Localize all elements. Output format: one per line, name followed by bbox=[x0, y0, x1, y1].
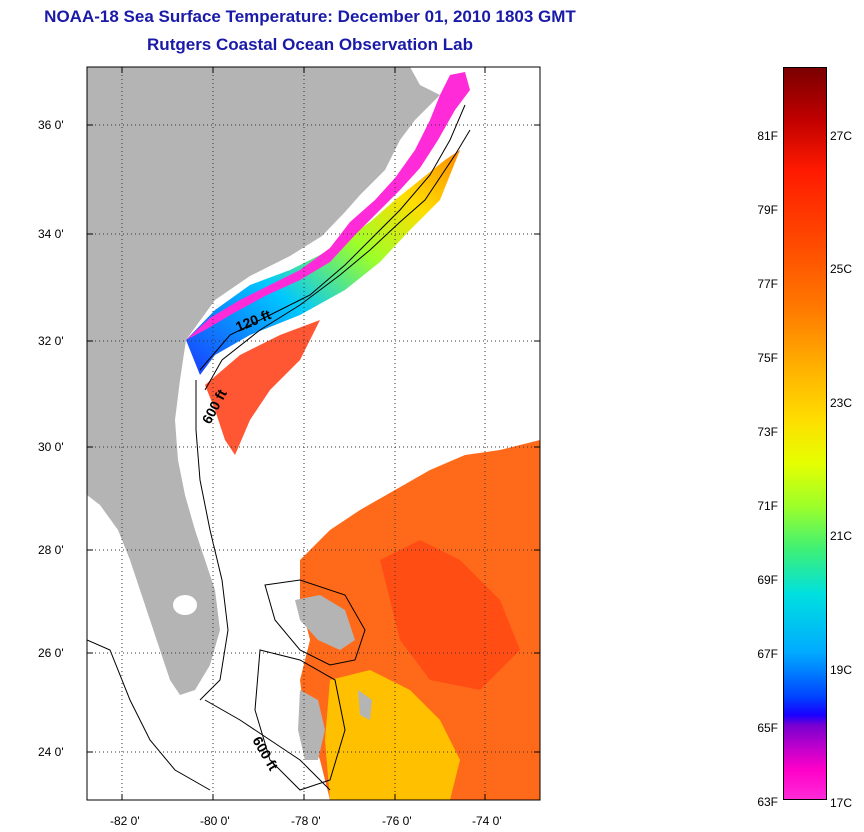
lon-label-76: -76 0' bbox=[382, 814, 412, 828]
contour-gulf bbox=[87, 639, 211, 791]
lon-label-82: -82 0' bbox=[110, 814, 140, 828]
colorbar-c-21: 21C bbox=[830, 529, 853, 543]
colorbar-f-79: 79F bbox=[757, 203, 778, 217]
colorbar-c-23: 23C bbox=[830, 396, 853, 410]
colorbar-f-63: 63F bbox=[757, 795, 778, 809]
lat-label-34: 34 0' bbox=[38, 227, 64, 241]
colorbar-c-25: 25C bbox=[830, 262, 853, 276]
lat-label-24: 24 0' bbox=[38, 745, 64, 759]
colorbar-f-75: 75F bbox=[757, 351, 778, 365]
lon-label-74: -74 0' bbox=[472, 814, 502, 828]
colorbar-f-73: 73F bbox=[757, 425, 778, 439]
lat-label-36: 36 0' bbox=[38, 118, 64, 132]
map-subtitle: Rutgers Coastal Ocean Observation Lab bbox=[147, 35, 473, 54]
land-bahamas-eleuthera bbox=[358, 690, 372, 720]
colorbar-c-17: 17C bbox=[830, 796, 853, 810]
lat-label-26: 26 0' bbox=[38, 646, 64, 660]
sst-magenta-nearshore bbox=[186, 72, 470, 340]
lon-label-80: -80 0' bbox=[200, 814, 230, 828]
contour-florida-keys bbox=[204, 699, 331, 791]
temperature-colorbar bbox=[783, 67, 827, 800]
land-bahamas-andros bbox=[298, 690, 325, 760]
map-frame bbox=[86, 66, 541, 801]
sst-yellow-bank bbox=[325, 670, 460, 800]
land-bahamas-grand bbox=[295, 595, 355, 650]
colorbar-c-27: 27C bbox=[830, 129, 853, 143]
colorbar-c-19: 19C bbox=[830, 663, 853, 677]
colorbar-f-65: 65F bbox=[757, 721, 778, 735]
colorbar-f-69: 69F bbox=[757, 573, 778, 587]
colorbar-f-67: 67F bbox=[757, 647, 778, 661]
contour-great-bahama-bank bbox=[254, 649, 346, 791]
frame-ticks bbox=[87, 67, 540, 800]
map-title: NOAA-18 Sea Surface Temperature: Decembe… bbox=[44, 7, 576, 26]
lat-label-30: 30 0' bbox=[38, 440, 64, 454]
lat-label-28: 28 0' bbox=[38, 543, 64, 557]
contour-120ft-shelf bbox=[199, 104, 466, 371]
land-us-southeast bbox=[87, 67, 440, 695]
lake-okeechobee bbox=[173, 595, 197, 615]
lat-label-32: 32 0' bbox=[38, 334, 64, 348]
colorbar-f-81: 81F bbox=[757, 129, 778, 143]
lon-label-78: -78 0' bbox=[291, 814, 321, 828]
contour-600ft-shelf bbox=[204, 129, 471, 391]
contour-florida-shelf bbox=[195, 380, 229, 701]
colorbar-f-71: 71F bbox=[757, 499, 778, 513]
colorbar-f-77: 77F bbox=[757, 277, 778, 291]
sst-warm-outer-shelf bbox=[205, 320, 320, 455]
contour-bahamas-bank bbox=[264, 579, 366, 666]
